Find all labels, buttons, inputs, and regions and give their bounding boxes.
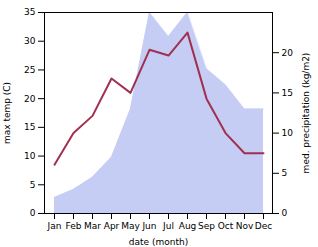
svg-text:20: 20 — [282, 48, 294, 58]
svg-text:20: 20 — [24, 94, 36, 104]
svg-text:10: 10 — [24, 151, 36, 161]
svg-text:30: 30 — [24, 36, 36, 46]
svg-text:Dec: Dec — [255, 221, 272, 231]
svg-text:med. precipitation (kg/m2): med. precipitation (kg/m2) — [301, 53, 311, 174]
svg-text:15: 15 — [24, 122, 35, 132]
svg-text:Feb: Feb — [66, 221, 82, 231]
svg-text:25: 25 — [24, 65, 35, 75]
svg-text:Sep: Sep — [198, 221, 215, 231]
svg-text:Aug: Aug — [179, 221, 197, 231]
svg-text:date (month): date (month) — [129, 237, 188, 247]
svg-text:0: 0 — [282, 208, 288, 218]
svg-text:5: 5 — [282, 168, 288, 178]
svg-text:5: 5 — [30, 180, 36, 190]
svg-text:Oct: Oct — [218, 221, 234, 231]
svg-text:Jun: Jun — [141, 221, 156, 231]
svg-text:10: 10 — [282, 128, 294, 138]
svg-text:max temp (C): max temp (C) — [2, 82, 12, 144]
svg-text:Apr: Apr — [104, 221, 120, 231]
svg-text:Nov: Nov — [236, 221, 254, 231]
svg-text:15: 15 — [282, 88, 293, 98]
svg-text:Jan: Jan — [47, 221, 62, 231]
svg-text:Jul: Jul — [162, 221, 174, 231]
svg-text:35: 35 — [24, 7, 35, 17]
svg-text:May: May — [121, 221, 140, 231]
svg-text:Mar: Mar — [84, 221, 101, 231]
svg-text:0: 0 — [30, 208, 36, 218]
